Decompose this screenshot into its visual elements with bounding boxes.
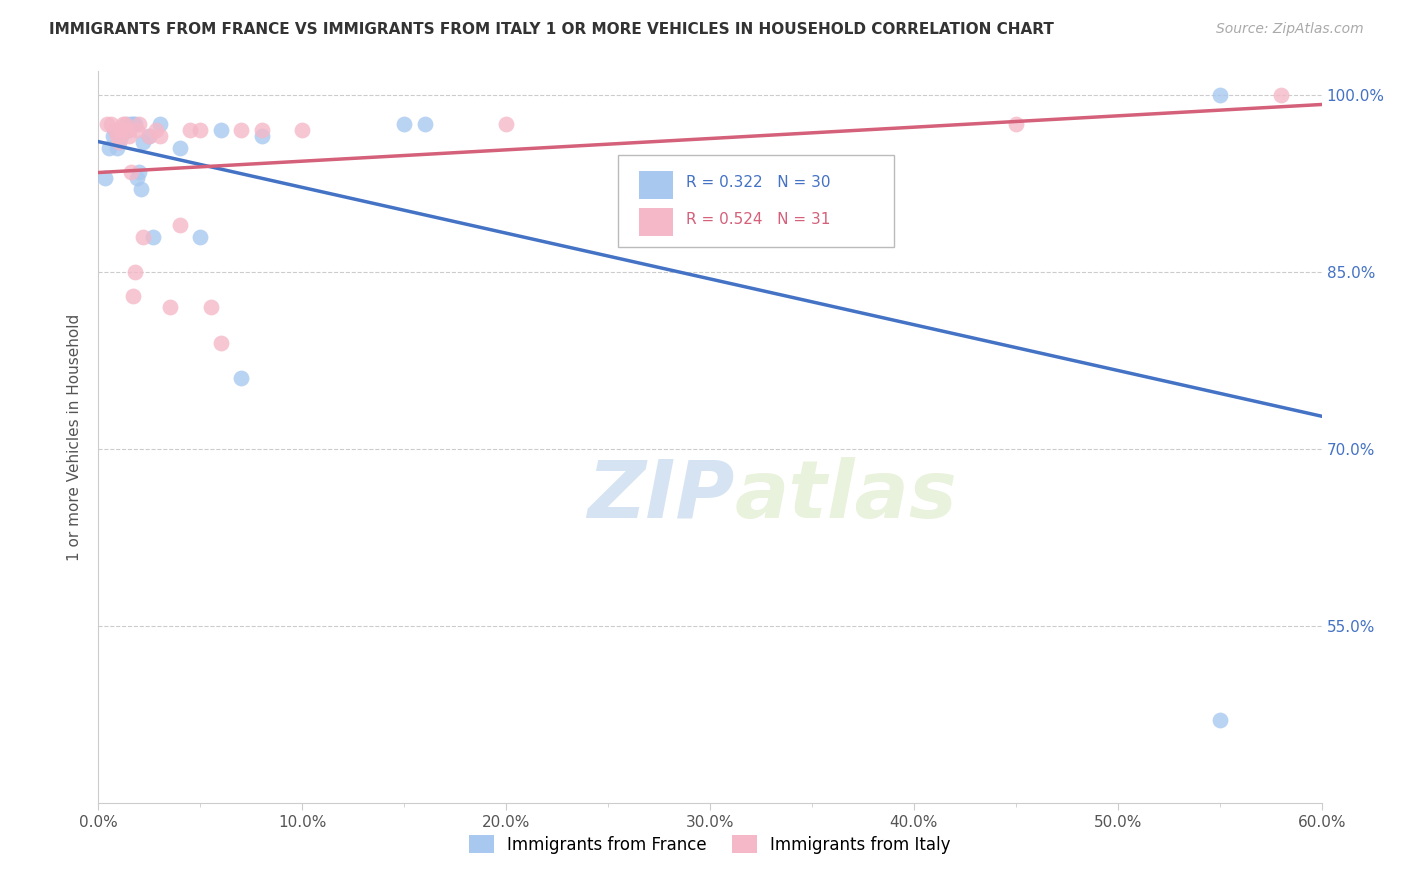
- Text: R = 0.322   N = 30: R = 0.322 N = 30: [686, 175, 830, 190]
- Point: [392, 118, 416, 132]
- Point: [108, 135, 131, 149]
- Point: [115, 123, 138, 137]
- FancyBboxPatch shape: [619, 155, 894, 247]
- Point: [138, 129, 160, 144]
- Point: [200, 301, 222, 315]
- Point: [115, 118, 138, 132]
- Point: [104, 123, 127, 137]
- Point: [120, 118, 142, 132]
- Point: [209, 335, 232, 350]
- Point: [114, 123, 136, 137]
- Point: [110, 129, 132, 144]
- Point: [108, 135, 131, 149]
- Point: [105, 141, 128, 155]
- Point: [142, 229, 165, 244]
- Point: [118, 123, 141, 137]
- Point: [129, 182, 152, 196]
- Point: [132, 229, 155, 244]
- Point: [1270, 87, 1292, 102]
- Text: Source: ZipAtlas.com: Source: ZipAtlas.com: [1216, 22, 1364, 37]
- Point: [97, 141, 120, 155]
- Point: [118, 129, 141, 144]
- Point: [231, 123, 253, 137]
- Point: [291, 123, 314, 137]
- Text: atlas: atlas: [734, 457, 957, 534]
- Point: [122, 118, 145, 132]
- Point: [120, 164, 142, 178]
- Point: [495, 118, 517, 132]
- Point: [110, 123, 132, 137]
- Point: [101, 129, 124, 144]
- Point: [104, 123, 127, 137]
- Point: [169, 141, 191, 155]
- Point: [114, 118, 136, 132]
- Point: [128, 118, 150, 132]
- Point: [231, 371, 253, 385]
- Point: [250, 123, 273, 137]
- Point: [169, 218, 191, 232]
- Point: [93, 170, 115, 185]
- Point: [209, 123, 232, 137]
- Point: [124, 118, 146, 132]
- Point: [111, 123, 134, 137]
- Text: IMMIGRANTS FROM FRANCE VS IMMIGRANTS FROM ITALY 1 OR MORE VEHICLES IN HOUSEHOLD : IMMIGRANTS FROM FRANCE VS IMMIGRANTS FRO…: [49, 22, 1054, 37]
- Point: [124, 265, 146, 279]
- Bar: [640, 171, 673, 199]
- Point: [179, 123, 201, 137]
- Point: [105, 129, 128, 144]
- Point: [145, 123, 167, 137]
- Point: [413, 118, 436, 132]
- Point: [100, 118, 122, 132]
- Point: [122, 288, 145, 302]
- Point: [138, 129, 160, 144]
- Legend: Immigrants from France, Immigrants from Italy: Immigrants from France, Immigrants from …: [463, 829, 957, 860]
- Point: [127, 123, 149, 137]
- Point: [250, 129, 273, 144]
- Point: [149, 118, 172, 132]
- Point: [127, 170, 149, 185]
- Point: [188, 229, 212, 244]
- Text: ZIP: ZIP: [588, 457, 734, 534]
- Point: [149, 129, 172, 144]
- Text: R = 0.524   N = 31: R = 0.524 N = 31: [686, 212, 830, 227]
- Bar: [640, 208, 673, 235]
- Point: [188, 123, 212, 137]
- Point: [1209, 713, 1232, 727]
- Point: [1004, 118, 1026, 132]
- Point: [1209, 87, 1232, 102]
- Point: [96, 118, 118, 132]
- Point: [132, 135, 155, 149]
- Point: [128, 164, 150, 178]
- Point: [111, 118, 134, 132]
- Y-axis label: 1 or more Vehicles in Household: 1 or more Vehicles in Household: [67, 313, 83, 561]
- Point: [159, 301, 181, 315]
